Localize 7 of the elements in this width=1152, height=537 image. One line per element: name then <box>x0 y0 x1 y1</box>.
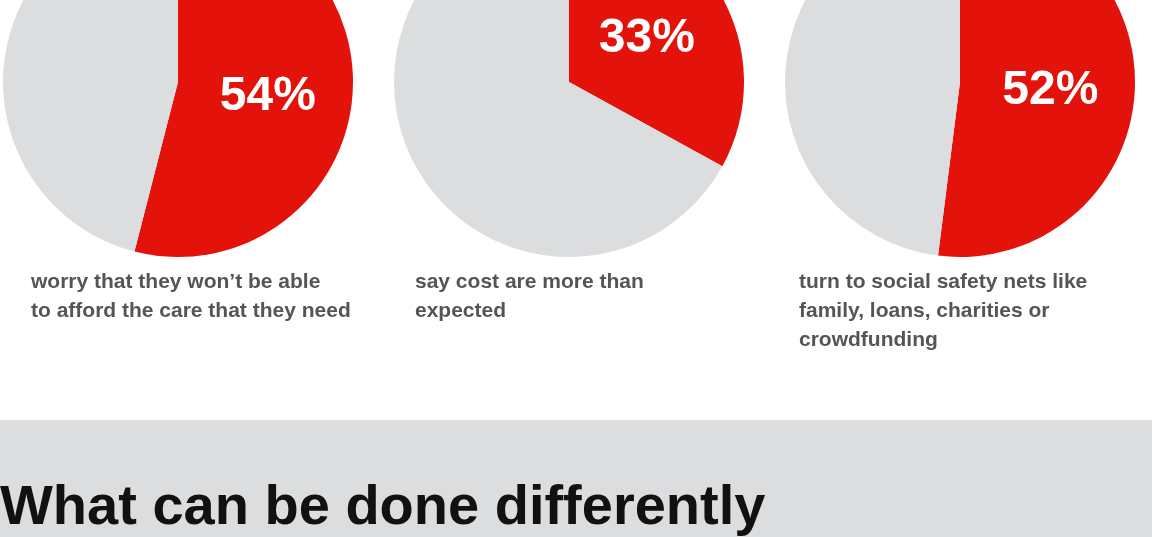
data-label: 52% <box>1002 61 1099 115</box>
text: What can be done differently <box>0 472 766 537</box>
data-label: 54% <box>219 66 316 120</box>
text: turn to social safety nets like family, loans, charities or crowdfunding <box>799 269 1094 350</box>
text: worry that they won’t be able to afford the care that they need <box>30 269 351 321</box>
data-label: 33% <box>598 9 695 63</box>
text: say cost are more than expected <box>415 269 650 321</box>
